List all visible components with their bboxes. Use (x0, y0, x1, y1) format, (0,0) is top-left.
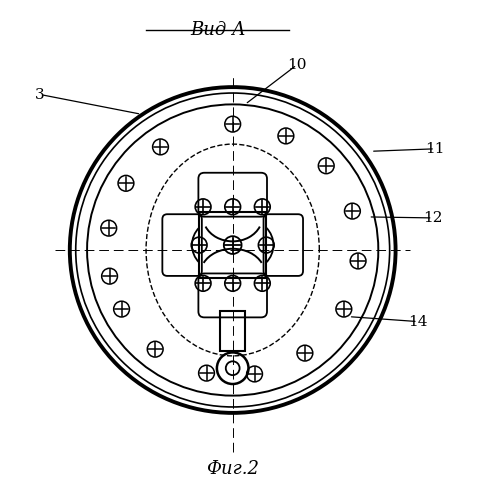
Text: 10: 10 (287, 58, 306, 72)
Text: 11: 11 (425, 142, 445, 156)
Bar (220, 312, 245, 351)
Text: Вид А: Вид А (190, 21, 246, 39)
Text: 14: 14 (408, 314, 428, 328)
Text: 12: 12 (423, 211, 443, 225)
Text: 3: 3 (35, 88, 45, 102)
Bar (199, 212, 266, 278)
Text: Фиг.2: Фиг.2 (206, 460, 259, 478)
